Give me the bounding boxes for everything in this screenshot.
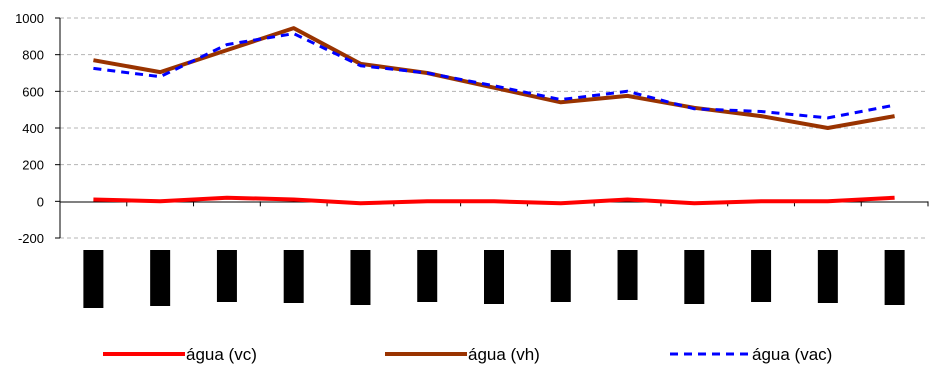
legend-label-vc: água (vc) [186,345,257,364]
gridlines [60,17,928,239]
legend-item-vh: água (vh) [385,345,540,364]
category-marker [817,250,838,303]
category-marker [216,250,237,302]
y-tick-label: 400 [22,121,44,136]
y-tick-label: 0 [37,194,44,209]
y-axis-ticks: 1000 800 600 400 200 0 -200 [15,11,60,246]
series-line-0 [93,195,895,206]
legend-label-vac: água (vac) [752,345,832,364]
legend-item-vac: água (vac) [670,345,832,364]
y-tick-label: 200 [22,158,44,173]
y-tick-label: -200 [18,231,44,246]
category-marker [283,250,304,303]
series-line-2 [93,32,895,120]
category-marker [417,250,438,302]
series-lines [93,26,895,206]
y-tick-label: 1000 [15,11,44,26]
category-marker [83,250,104,308]
y-tick-label: 800 [22,48,44,63]
category-marker [550,250,571,302]
series-line-1 [93,26,895,130]
category-marker [884,250,905,305]
category-marker [751,250,772,302]
legend: água (vc) água (vh) água (vac) [103,345,832,364]
category-marker [484,250,504,304]
y-tick-label: 600 [22,84,44,99]
category-marker [150,250,171,306]
category-marker [617,250,638,300]
category-marker [350,250,371,305]
category-markers [83,250,905,308]
legend-label-vh: água (vh) [468,345,540,364]
legend-item-vc: água (vc) [103,345,257,364]
category-marker [684,250,705,304]
